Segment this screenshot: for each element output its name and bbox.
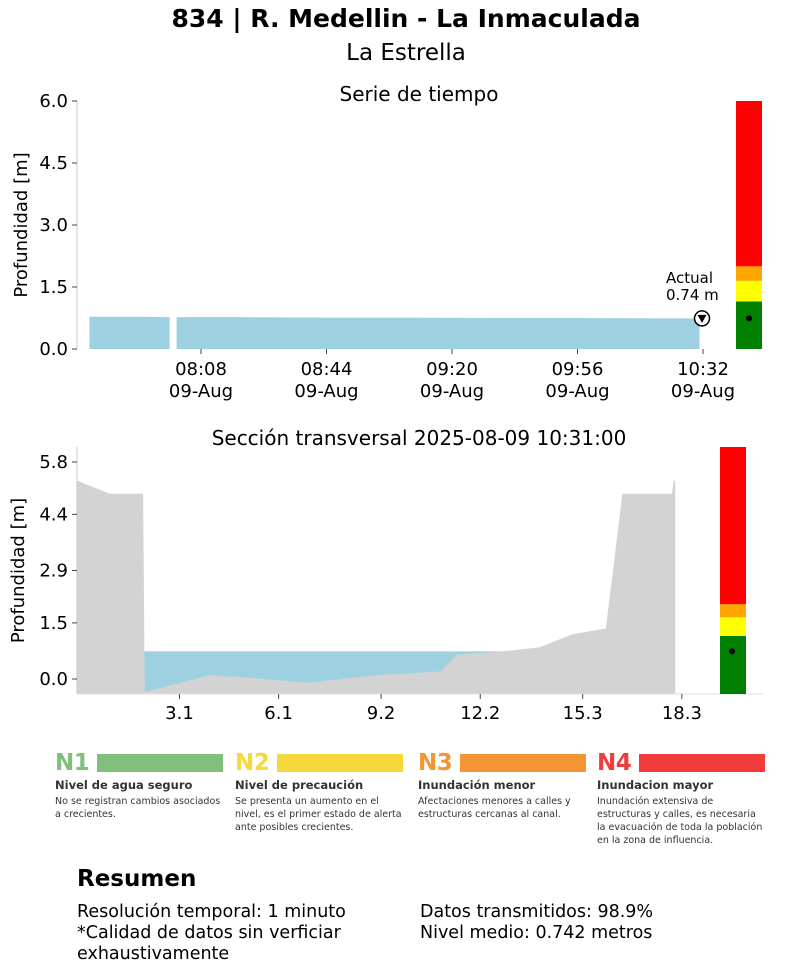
legend-header: N1: [55, 750, 223, 776]
y-tick-label: 4.5: [39, 153, 68, 174]
alert-level-segment-1: [720, 635, 746, 694]
cross-section-chart: Sección transversal 2025-08-09 10:31:00 0…: [8, 426, 763, 724]
legend-name: Nivel de agua seguro: [55, 778, 193, 792]
transmitted-text: Datos transmitidos: 98.9%: [420, 902, 654, 922]
alert-level-segment-3: [720, 604, 746, 618]
legend-code: N4: [597, 750, 632, 776]
x-tick-label: 15.3: [563, 703, 603, 724]
legend-code: N2: [235, 750, 270, 776]
alert-level-segment-4: [720, 447, 746, 605]
chart-title: Serie de tiempo: [340, 82, 499, 106]
legend-name: Inundación menor: [418, 778, 536, 792]
legend-code: N3: [418, 750, 453, 776]
alert-level-segment-2: [720, 617, 746, 636]
x-tick-label-date: 09-Aug: [169, 381, 233, 402]
legend-item-n3: N3 Inundación menor Afectaciones menores a…: [418, 750, 586, 821]
legend-item-n2: N2 Nivel de precaución Se presenta un aume…: [235, 750, 403, 834]
y-tick-label: 2.9: [39, 561, 68, 582]
legend-description: Inundación extensiva de estructuras y ca…: [597, 796, 763, 846]
legend-color-bar: [97, 754, 223, 772]
alert-level-segment-2: [736, 280, 762, 302]
alert-level-segment-3: [736, 266, 762, 281]
legend-header: N2: [235, 750, 403, 776]
legend-color-bar: [460, 754, 586, 772]
depth-area-segment-2: [176, 317, 700, 349]
x-tick-label-date: 09-Aug: [671, 381, 735, 402]
legend-description: Afectaciones menores a calles y estructu…: [418, 796, 571, 820]
alert-level-segment-1: [736, 301, 762, 349]
current-level-dot: [729, 648, 735, 655]
x-tick-label-date: 09-Aug: [420, 381, 484, 402]
chart-title: Sección transversal 2025-08-09 10:31:00: [212, 426, 627, 450]
current-label: Actual: [666, 269, 713, 287]
page-subtitle: La Estrella: [346, 40, 466, 66]
y-tick-label: 3.0: [39, 215, 68, 236]
legend-description: Se presenta un aumento en el nivel, es e…: [235, 796, 402, 833]
x-tick-label-time: 08:08: [175, 359, 227, 380]
legend-item-n4: N4 Inundacion mayor Inundación extensiva d…: [597, 750, 765, 847]
legend-code: N1: [55, 750, 90, 776]
legend-color-bar: [639, 754, 765, 772]
current-value-triangle-icon: [697, 314, 707, 323]
y-tick-label: 0.0: [39, 339, 68, 360]
y-tick-label: 1.5: [39, 277, 68, 298]
y-tick-label: 6.0: [39, 91, 68, 112]
mean-level-text: Nivel medio: 0.742 metros: [420, 923, 653, 943]
y-tick-label: 1.5: [39, 613, 68, 634]
x-tick-label-time: 10:32: [677, 359, 729, 380]
legend-name: Inundacion mayor: [597, 778, 714, 792]
legend-header: N4: [597, 750, 765, 776]
alert-level-segment-4: [736, 101, 762, 267]
current-level-dot: [746, 315, 752, 322]
x-tick-label: 9.2: [367, 703, 396, 724]
y-axis-label: Profundidad [m]: [11, 152, 32, 297]
depth-area-segment-1: [89, 316, 170, 349]
x-tick-label-time: 09:20: [426, 359, 478, 380]
resumen-left: Resolución temporal: 1 minuto *Calidad d…: [77, 902, 397, 965]
resolution-text: Resolución temporal: 1 minuto: [77, 902, 346, 922]
x-tick-label-date: 09-Aug: [545, 381, 609, 402]
legend-color-bar: [277, 754, 403, 772]
x-tick-label: 3.1: [165, 703, 194, 724]
x-tick-label-time: 08:44: [301, 359, 353, 380]
x-tick-label-date: 09-Aug: [294, 381, 358, 402]
current-value-label: 0.74 m: [666, 286, 719, 304]
x-tick-label: 12.2: [460, 703, 500, 724]
legend-item-n1: N1 Nivel de agua seguro No se registran ca…: [55, 750, 223, 821]
terrain-area: [77, 480, 676, 694]
page-title: 834 | R. Medellin - La Inmaculada: [171, 4, 641, 33]
y-axis-label: Profundidad [m]: [8, 498, 29, 643]
resumen-title: Resumen: [77, 866, 197, 892]
legend-header: N3: [418, 750, 586, 776]
y-tick-label: 0.0: [39, 669, 68, 690]
x-tick-label: 18.3: [662, 703, 702, 724]
resumen-right: Datos transmitidos: 98.9% Nivel medio: 0…: [420, 902, 800, 944]
y-tick-label: 5.8: [39, 452, 68, 473]
x-tick-label-time: 09:56: [552, 359, 604, 380]
x-tick-label: 6.1: [264, 703, 293, 724]
legend-description: No se registran cambios asociados a crec…: [55, 796, 221, 820]
y-tick-label: 4.4: [39, 504, 68, 525]
legend-name: Nivel de precaución: [235, 778, 364, 792]
quality-note: *Calidad de datos sin verficiar exhausti…: [77, 923, 341, 964]
time-series-chart: Serie de tiempo0.01.53.04.56.008:0809-Au…: [11, 82, 762, 402]
